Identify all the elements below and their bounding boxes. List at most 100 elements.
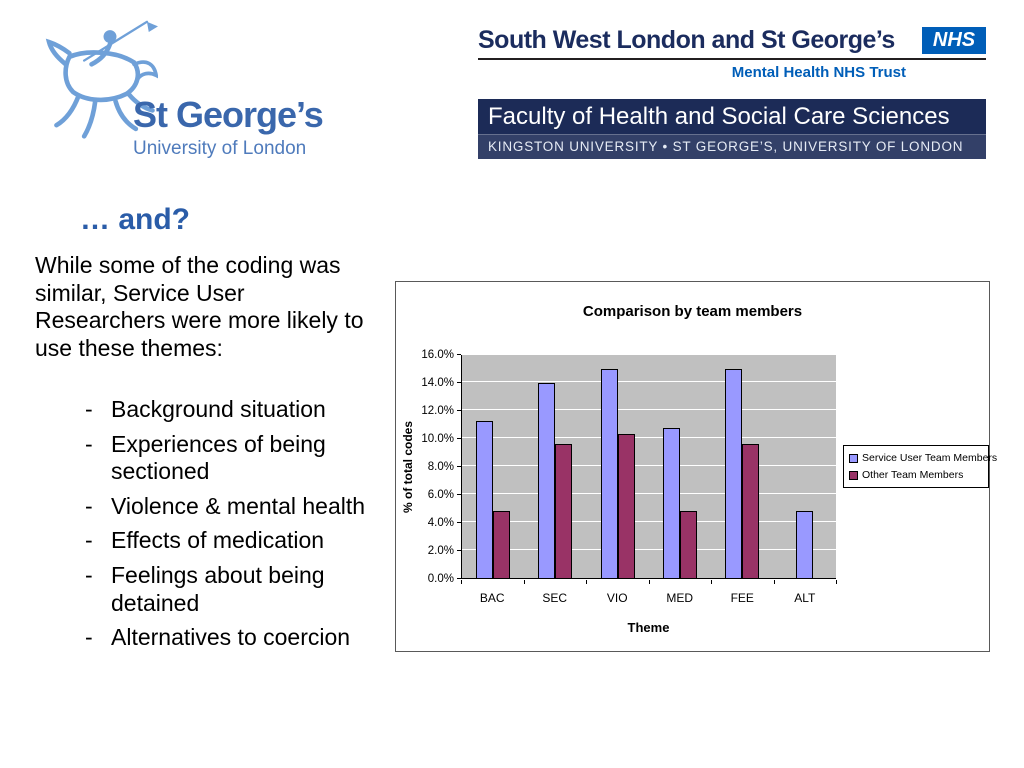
x-axis-labels: BAC SEC VIO MED FEE ALT (461, 591, 836, 605)
list-bullet: - (85, 396, 93, 422)
y-tick-mark (457, 354, 461, 355)
y-tick-mark (457, 550, 461, 551)
x-tick-label: FEE (730, 591, 754, 605)
st-georges-logo: St George’s University of London (38, 8, 338, 173)
bar-group (524, 355, 586, 578)
list-item: - Alternatives to coercion (85, 624, 395, 652)
list-item: - Background situation (85, 396, 395, 424)
x-axis-title: Theme (627, 620, 670, 635)
gridline (462, 521, 836, 522)
y-tick-label: 16.0% (421, 349, 454, 361)
chart-legend: Service User Team Members Other Team Memb… (843, 445, 997, 488)
list-bullet: - (85, 624, 93, 651)
st-georges-horse-icon (45, 20, 158, 139)
y-tick-label: 2.0% (427, 545, 454, 557)
list-item: - Feelings about being detained (85, 562, 395, 617)
y-tick-label: 4.0% (427, 517, 454, 529)
y-tick-label: 14.0% (421, 377, 454, 389)
x-tick-mark (586, 580, 587, 584)
y-tick-mark (457, 578, 461, 579)
list-item-text: Experiences of being sectioned (111, 430, 326, 485)
bar (663, 428, 681, 578)
faculty-banner-subtitle: KINGSTON UNIVERSITY • ST GEORGE’S, UNIVE… (478, 134, 986, 159)
x-tick-label: VIO (606, 591, 628, 605)
y-tick-label: 8.0% (427, 461, 454, 473)
bar-group (711, 355, 773, 578)
gridline (462, 465, 836, 466)
chart-title: Comparison by team members (582, 303, 803, 320)
nhs-trust-header: South West London and St George’s NHS Me… (478, 26, 986, 81)
y-tick-label: 10.0% (421, 433, 454, 445)
bar (680, 510, 698, 578)
list-bullet: - (85, 527, 93, 554)
bar (796, 510, 814, 578)
x-tick-mark (773, 580, 775, 584)
gridline (462, 549, 836, 550)
list-item-text: Background situation (111, 396, 326, 422)
x-tick-mark (836, 580, 837, 584)
bar-groups (462, 355, 836, 578)
bar (617, 433, 635, 578)
y-tick-mark (457, 494, 461, 495)
bar (555, 443, 573, 578)
list-item: - Violence & mental health (85, 493, 395, 521)
legend-item: Service User Team Members (849, 452, 997, 464)
y-tick-mark (457, 522, 461, 523)
st-georges-subtitle: University of London (133, 138, 307, 159)
st-georges-wordmark: St George’s University of London (133, 94, 324, 160)
y-tick-label: 6.0% (427, 489, 454, 501)
nhs-trust-subtitle: Mental Health NHS Trust (731, 64, 906, 81)
y-tick-label: 0.0% (427, 573, 454, 585)
legend-item: Other Team Members (849, 469, 983, 481)
list-item-text: Effects of medication (111, 527, 325, 554)
list-item-text: Feelings about being detained (111, 561, 325, 616)
x-tick-mark (648, 580, 650, 584)
x-tick-label: SEC (542, 591, 568, 605)
plot-area (461, 353, 836, 579)
bar (476, 421, 494, 578)
bar-group (774, 355, 836, 578)
x-tick-mark (711, 580, 712, 584)
y-axis-ticks (457, 354, 461, 579)
legend-swatch (849, 453, 858, 463)
x-tick-label: MED (666, 591, 694, 605)
bar (742, 443, 760, 578)
y-tick-mark (457, 438, 461, 439)
faculty-banner: Faculty of Health and Social Care Scienc… (478, 99, 986, 159)
y-axis-labels: 0.0% 2.0% 4.0% 6.0% 8.0% 10.0% 12.0% 14.0% 16.0% (396, 349, 454, 585)
intro-text: While some of the coding was similar, Se… (35, 252, 364, 361)
list-bullet: - (85, 430, 93, 457)
legend-swatch (849, 470, 858, 480)
bar (725, 369, 743, 578)
legend-label: Other Team Members (862, 469, 964, 481)
gridline (462, 381, 836, 382)
nhs-logo: NHS (922, 27, 986, 54)
x-tick-label: BAC (479, 591, 505, 605)
bar-group (587, 355, 649, 578)
bar-group (649, 355, 711, 578)
gridline (462, 493, 836, 494)
st-georges-name: St George’s (133, 94, 324, 135)
x-axis-ticks (461, 580, 837, 584)
chart: Comparison by team members % of total co… (395, 281, 997, 652)
y-tick-mark (457, 410, 461, 411)
gridline (462, 409, 836, 410)
list-item: - Experiences of being sectioned (85, 431, 395, 486)
nhs-trust-title-row: South West London and St George’s NHS (478, 26, 986, 60)
legend-label: Service User Team Members (862, 452, 998, 464)
list-bullet: - (85, 492, 93, 519)
x-tick-mark (461, 580, 462, 584)
gridline (462, 437, 836, 438)
faculty-banner-title: Faculty of Health and Social Care Scienc… (488, 103, 950, 130)
gridline (462, 353, 836, 354)
list-item: - Effects of medication (85, 527, 395, 555)
y-tick-label: 12.0% (421, 405, 454, 417)
x-tick-mark (523, 580, 525, 584)
x-tick-label: ALT (794, 591, 816, 605)
y-tick-mark (457, 466, 461, 467)
slide-title: … and? (80, 203, 190, 236)
theme-list: - Background situation - Experiences of bei… (85, 396, 395, 659)
bar-group (462, 355, 524, 578)
y-tick-mark (457, 382, 461, 383)
